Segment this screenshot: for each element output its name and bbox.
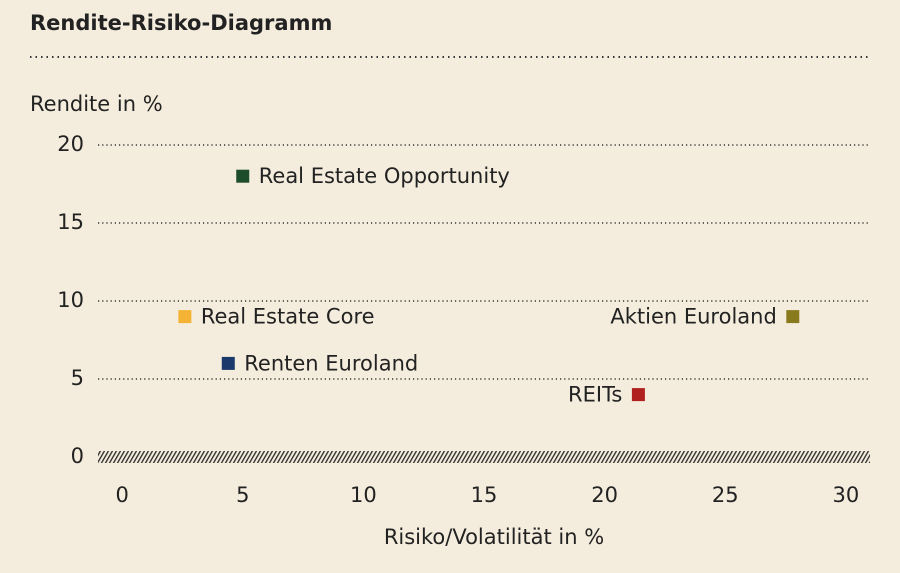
point-label: Aktien Euroland [610,305,776,329]
y-tick-label: 20 [57,132,84,156]
x-tick-label: 20 [591,483,618,507]
point [631,388,645,402]
point [236,169,250,183]
baseline [98,451,870,463]
point-label: Real Estate Core [201,305,375,329]
x-axis-label: Risiko/Volatilität in % [384,525,604,549]
y-tick-label: 10 [57,288,84,312]
point-label: REITs [568,383,622,407]
x-tick-label: 30 [833,483,860,507]
point [178,310,192,324]
y-tick-label: 0 [71,444,84,468]
x-tick-label: 10 [350,483,377,507]
y-tick-label: 5 [71,366,84,390]
x-tick-label: 25 [712,483,739,507]
point-label: Renten Euroland [244,351,418,375]
point [221,356,235,370]
x-tick-label: 0 [115,483,128,507]
x-tick-label: 5 [236,483,249,507]
chart-title: Rendite-Risiko-Diagramm [30,11,332,35]
y-tick-label: 15 [57,210,84,234]
point-label: Real Estate Opportunity [259,164,510,188]
y-axis-label: Rendite in % [30,92,163,116]
point [786,310,800,324]
x-tick-label: 15 [471,483,498,507]
